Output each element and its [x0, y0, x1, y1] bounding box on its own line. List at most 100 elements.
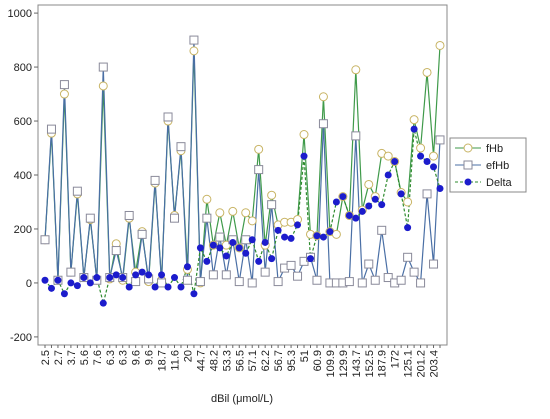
y-tick-label: 400: [14, 170, 32, 182]
x-tick-label: 20: [182, 350, 194, 362]
data-point: [318, 119, 328, 129]
data-point: [189, 35, 199, 45]
x-tick-label: 51: [299, 350, 311, 362]
data-point: [132, 271, 140, 279]
data-point: [54, 276, 62, 284]
data-point: [99, 299, 107, 307]
x-tick-label: 48.2: [208, 350, 220, 371]
data-point: [106, 274, 114, 282]
data-point: [203, 257, 211, 265]
data-point: [268, 255, 276, 263]
data-point: [177, 283, 185, 291]
x-tick-label: 109.9: [325, 350, 337, 378]
y-tick-label: 600: [14, 116, 32, 128]
data-point: [423, 158, 431, 166]
data-point: [196, 244, 204, 252]
data-point: [98, 81, 108, 91]
data-point: [242, 249, 250, 257]
data-point: [364, 259, 374, 269]
data-point: [435, 135, 445, 145]
data-point: [274, 226, 282, 234]
legend-marker: [463, 160, 473, 170]
data-point: [397, 190, 405, 198]
data-point: [422, 67, 432, 77]
data-point: [98, 62, 108, 72]
x-tick-label: 95.3: [286, 350, 298, 371]
data-point: [430, 163, 438, 171]
x-tick-label: 5.6: [79, 350, 91, 365]
data-point: [235, 244, 243, 252]
legend-marker: [464, 178, 472, 186]
data-point: [371, 195, 379, 203]
data-point: [287, 234, 295, 242]
legend-label: Delta: [486, 177, 513, 189]
data-point: [59, 80, 69, 90]
data-point: [404, 224, 412, 232]
y-tick-label: 200: [14, 224, 32, 236]
data-point: [261, 238, 269, 246]
data-point: [255, 257, 263, 265]
legend-marker: [463, 143, 473, 153]
data-point: [189, 46, 199, 56]
data-point: [254, 165, 264, 175]
data-point: [331, 229, 341, 239]
data-point: [326, 228, 334, 236]
legend-label: fHb: [486, 143, 503, 155]
data-point: [247, 216, 257, 226]
data-point: [86, 279, 94, 287]
data-point: [281, 233, 289, 241]
data-point: [345, 211, 353, 219]
data-point: [60, 290, 68, 298]
data-point: [67, 279, 75, 287]
data-point: [332, 198, 340, 206]
data-point: [176, 142, 186, 152]
data-point: [319, 233, 327, 241]
data-point: [299, 130, 309, 140]
data-point: [182, 275, 192, 285]
data-point: [383, 273, 393, 283]
x-tick-label: 18.7: [157, 350, 169, 371]
data-point: [377, 225, 387, 235]
data-point: [171, 274, 179, 282]
data-point: [241, 235, 251, 245]
data-point: [351, 131, 361, 141]
data-point: [137, 229, 147, 239]
x-tick-label: 60.9: [312, 350, 324, 371]
x-tick-label: 203.4: [429, 350, 441, 378]
data-point: [72, 186, 82, 196]
data-point: [170, 213, 180, 223]
y-tick-label: 0: [26, 278, 32, 290]
data-point: [47, 284, 55, 292]
data-point: [40, 235, 50, 245]
data-point: [247, 278, 257, 288]
data-point: [111, 246, 121, 256]
data-point: [163, 112, 173, 122]
x-tick-label: 9.6: [131, 350, 143, 365]
data-point: [365, 202, 373, 210]
x-tick-label: 2.7: [53, 350, 65, 365]
x-tick-label: 56.7: [273, 350, 285, 371]
data-point: [352, 214, 360, 222]
data-point: [73, 282, 81, 290]
data-point: [306, 255, 314, 263]
data-point: [158, 271, 166, 279]
x-tick-label: 53.3: [221, 350, 233, 371]
data-point: [429, 259, 439, 269]
x-tick-label: 201.2: [416, 350, 428, 378]
x-tick-label: 187.9: [377, 350, 389, 378]
data-point: [234, 277, 244, 287]
data-point: [403, 197, 413, 207]
data-point: [208, 270, 218, 280]
x-tick-label: 129.9: [338, 350, 350, 378]
data-point: [410, 125, 418, 133]
data-point: [229, 238, 237, 246]
data-point: [409, 267, 419, 277]
data-point: [344, 277, 354, 287]
data-point: [286, 260, 296, 270]
data-point: [93, 274, 101, 282]
x-tick-label: 6.3: [118, 350, 130, 365]
data-point: [202, 194, 212, 204]
x-tick-label: 57.1: [247, 350, 259, 371]
data-point: [80, 274, 88, 282]
data-point: [417, 152, 425, 160]
